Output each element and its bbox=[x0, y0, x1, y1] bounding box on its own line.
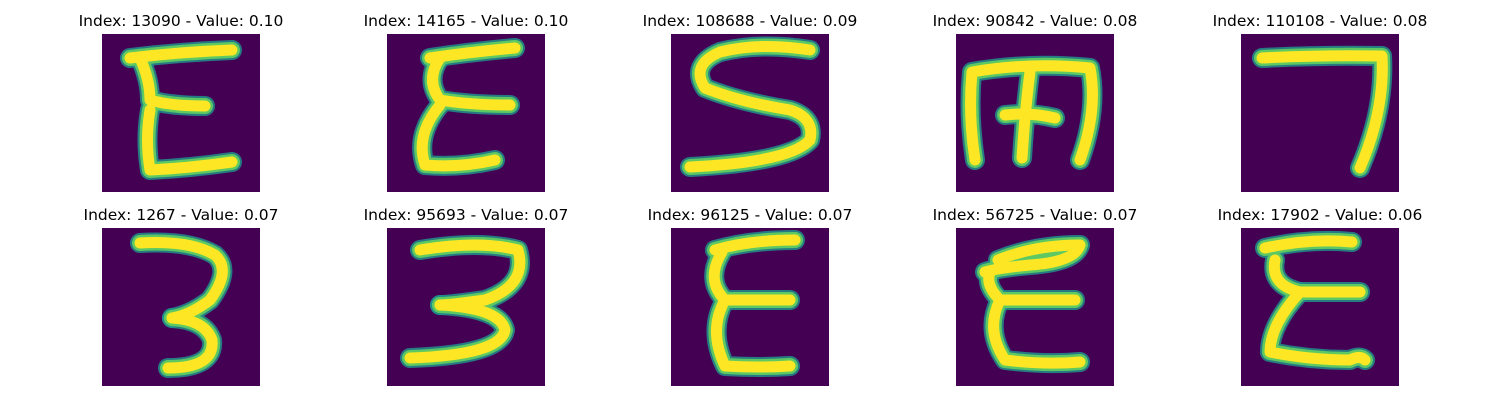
digit-image bbox=[102, 34, 260, 192]
digit-image bbox=[387, 34, 545, 192]
panel-title: Index: 14165 - Value: 0.10 bbox=[363, 12, 569, 30]
glyph-stroke bbox=[416, 99, 501, 172]
digit-image bbox=[1241, 228, 1399, 386]
digit-image bbox=[102, 228, 260, 386]
glyph-stroke bbox=[979, 239, 1086, 278]
panel-title: Index: 90842 - Value: 0.08 bbox=[932, 12, 1138, 30]
glyph-stroke bbox=[134, 237, 228, 324]
panel-title: Index: 56725 - Value: 0.07 bbox=[932, 206, 1138, 224]
digit-image bbox=[671, 34, 829, 192]
digit-image bbox=[956, 228, 1114, 386]
panel-title: Index: 95693 - Value: 0.07 bbox=[363, 206, 569, 224]
panel-title: Index: 17902 - Value: 0.06 bbox=[1217, 206, 1423, 224]
panel-title: Index: 96125 - Value: 0.07 bbox=[647, 206, 853, 224]
panel-title: Index: 1267 - Value: 0.07 bbox=[83, 206, 279, 224]
glyph-stroke bbox=[711, 294, 796, 373]
glyph-stroke bbox=[162, 312, 218, 374]
glyph-stroke bbox=[1264, 286, 1371, 366]
glyph-stroke bbox=[988, 294, 1086, 369]
glyph-stroke bbox=[142, 104, 238, 176]
panel-title: Index: 108688 - Value: 0.09 bbox=[642, 12, 858, 30]
panel-title: Index: 110108 - Value: 0.08 bbox=[1212, 12, 1428, 30]
digit-image bbox=[671, 228, 829, 386]
digit-image bbox=[956, 34, 1114, 192]
digit-image bbox=[387, 228, 545, 386]
glyph-stroke bbox=[1256, 50, 1388, 174]
glyph-stroke bbox=[134, 52, 211, 112]
glyph-stroke bbox=[1259, 235, 1358, 254]
glyph-stroke bbox=[404, 299, 511, 364]
glyph-stroke bbox=[999, 108, 1061, 124]
panel-title: Index: 13090 - Value: 0.10 bbox=[78, 12, 284, 30]
digit-image bbox=[1241, 34, 1399, 192]
glyph-stroke bbox=[684, 40, 817, 173]
glyph-stroke bbox=[965, 60, 1098, 166]
